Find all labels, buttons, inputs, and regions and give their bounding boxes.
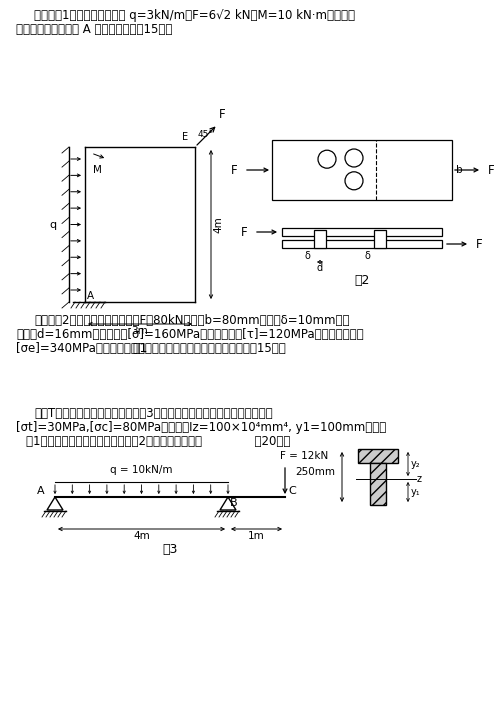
Text: 二、如图2所示接头，已知：载荷F＝80kN，板宽b=80mm，板厚δ=10mm，铆: 二、如图2所示接头，已知：载荷F＝80kN，板宽b=80mm，板厚δ=10mm，… (34, 314, 350, 327)
Text: 图3: 图3 (162, 543, 178, 556)
Text: M: M (93, 165, 102, 175)
Text: A: A (87, 291, 94, 301)
Text: B: B (230, 498, 238, 508)
Text: [σt]=30MPa,[σc]=80MPa，截面的Iz=100×10⁴mm⁴, y1=100mm，试：: [σt]=30MPa,[σc]=80MPa，截面的Iz=100×10⁴mm⁴, … (16, 421, 386, 434)
Text: b: b (456, 165, 463, 175)
Text: F: F (488, 164, 495, 176)
Text: 图2: 图2 (354, 274, 370, 287)
Text: y₂: y₂ (411, 459, 421, 469)
Text: 250mm: 250mm (295, 467, 335, 477)
Text: d: d (317, 263, 323, 273)
Text: F: F (241, 225, 247, 239)
Text: （1）绘出梁的剪力图和弯矩图；（2）校核梁的强度。              （20分）: （1）绘出梁的剪力图和弯矩图；（2）校核梁的强度。 （20分） (26, 435, 290, 448)
Text: z: z (417, 474, 422, 484)
Polygon shape (220, 497, 236, 510)
Polygon shape (47, 497, 63, 510)
Circle shape (345, 172, 363, 190)
Text: 图1: 图1 (132, 342, 148, 355)
Text: F: F (476, 237, 483, 251)
Bar (314, 230, 326, 248)
Circle shape (345, 149, 363, 167)
Text: 一、在图1所示刚架中，已知 q=3kN/m，F=6√2 kN，M=10 kN·m，不计刚: 一、在图1所示刚架中，已知 q=3kN/m，F=6√2 kN，M=10 kN·m… (34, 9, 355, 22)
Text: F: F (219, 108, 225, 121)
Text: q = 10kN/m: q = 10kN/m (110, 465, 173, 475)
Text: C: C (288, 486, 296, 496)
Text: δ: δ (304, 251, 310, 261)
Bar (282, 240, 442, 248)
Text: F: F (230, 164, 237, 176)
Text: 45°: 45° (198, 130, 214, 139)
Text: 3m: 3m (131, 326, 148, 336)
Text: A: A (37, 486, 45, 496)
Bar (374, 230, 386, 248)
Bar (282, 228, 442, 236)
Text: F = 12kN: F = 12kN (280, 451, 328, 461)
Text: [σe]=340MPa，板件与铆钉的材料相同，试校核该接头的强度。（15分）: [σe]=340MPa，板件与铆钉的材料相同，试校核该接头的强度。（15分） (16, 342, 286, 355)
Text: 架的自重，求固定端 A 处的约束力。（15分）: 架的自重，求固定端 A 处的约束力。（15分） (16, 23, 173, 36)
Text: 4m: 4m (133, 531, 150, 541)
Text: q: q (50, 220, 57, 230)
Text: 4m: 4m (213, 216, 223, 233)
Bar (358, 449, 398, 463)
Text: 1m: 1m (248, 531, 265, 541)
Text: 三、T形截面铸铁梁尺寸和载荷如图3所示，若材料的许用拉、压应力分别为: 三、T形截面铸铁梁尺寸和载荷如图3所示，若材料的许用拉、压应力分别为 (34, 407, 273, 420)
Text: δ: δ (364, 251, 370, 261)
Text: E: E (182, 132, 188, 142)
Circle shape (318, 150, 336, 168)
Text: y₁: y₁ (411, 487, 421, 497)
Bar (272, 140, 452, 200)
Bar (370, 463, 386, 505)
Text: 钉直径d=16mm，许用应力[σ]=160MPa，许用切应力[τ]=120MPa，许用挤压应力: 钉直径d=16mm，许用应力[σ]=160MPa，许用切应力[τ]=120MPa… (16, 328, 364, 341)
